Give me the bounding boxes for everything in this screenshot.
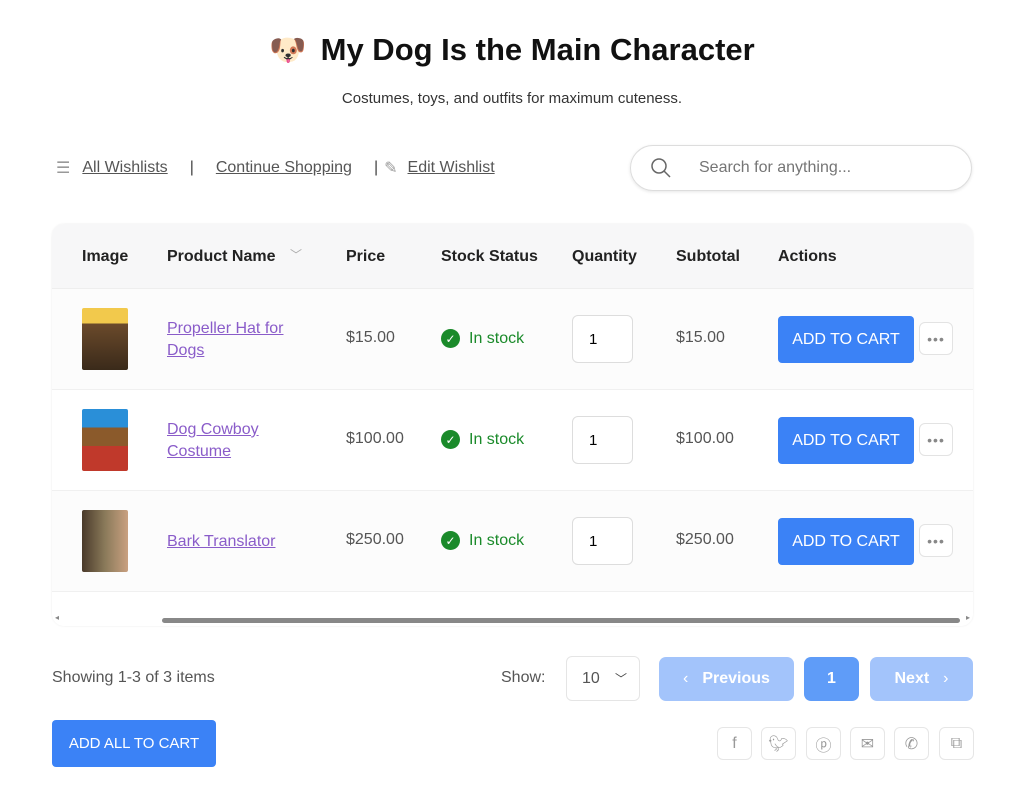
search-input[interactable] [699,159,939,177]
check-icon: ✓ [441,329,460,348]
search-box [630,145,972,191]
stock-status: ✓ In stock [441,430,524,449]
page-1-button[interactable]: 1 [804,657,859,701]
product-image[interactable] [82,409,128,471]
product-image[interactable] [82,510,128,572]
col-price: Price [346,248,386,265]
subtotal: $15.00 [676,329,725,346]
more-options-button[interactable]: ••• [919,322,953,355]
previous-button[interactable]: ‹ Previous [659,657,794,701]
check-icon: ✓ [441,531,460,550]
price: $15.00 [346,329,395,346]
scroll-left-icon[interactable]: ◂ [55,613,60,622]
stock-status: ✓ In stock [441,329,524,348]
pinterest-icon[interactable]: ⓟ [806,727,841,760]
col-image: Image [82,248,129,265]
subtotal: $250.00 [676,531,734,548]
stock-status: ✓ In stock [441,531,524,550]
add-to-cart-button[interactable]: ADD TO CART [778,316,914,363]
add-to-cart-button[interactable]: ADD TO CART [778,518,914,565]
chevron-left-icon: ‹ [683,670,689,687]
scrollbar-thumb[interactable] [162,618,960,623]
more-options-button[interactable]: ••• [919,423,953,456]
product-link[interactable]: Dog Cowboy Costume [167,421,259,460]
col-quantity: Quantity [572,248,637,265]
subtotal: $100.00 [676,430,734,447]
more-options-button[interactable]: ••• [919,524,953,557]
list-icon: ☰ [56,160,71,177]
quantity-input[interactable] [572,315,633,363]
add-all-to-cart-button[interactable]: ADD ALL TO CART [52,720,216,767]
divider: | [373,159,379,176]
col-actions: Actions [778,248,837,265]
wishlist-table: Image Product Name ﹀ Price Stock Status … [52,224,973,626]
table-row: Propeller Hat for Dogs $15.00 ✓ In stock … [52,289,973,390]
all-wishlists-link[interactable]: All Wishlists [82,159,168,176]
showing-count: Showing 1-3 of 3 items [52,669,215,686]
chevron-right-icon: › [943,670,949,687]
whatsapp-icon[interactable]: ✆ [894,727,929,760]
product-link[interactable]: Bark Translator [167,533,276,550]
dog-emoji-icon: 🐶 [269,34,307,67]
table-row: Dog Cowboy Costume $100.00 ✓In stock $10… [52,390,973,491]
copy-icon[interactable]: ⧉ [939,727,974,760]
price: $100.00 [346,430,404,447]
search-icon [651,158,671,178]
edit-wishlist-link[interactable]: Edit Wishlist [407,159,495,176]
chevron-down-icon: ﹀ [614,672,627,686]
edit-icon: ✎ [384,160,398,177]
wishlist-nav: ☰ All Wishlists | Continue Shopping | ✎ … [56,158,495,178]
col-stock: Stock Status [441,248,538,265]
col-subtotal: Subtotal [676,248,740,265]
quantity-input[interactable] [572,416,633,464]
next-button[interactable]: Next › [870,657,973,701]
per-page-select[interactable]: 10 ﹀ [566,656,640,701]
product-image[interactable] [82,308,128,370]
check-icon: ✓ [441,430,460,449]
horizontal-scrollbar[interactable]: ◂ ▸ [52,613,973,624]
email-icon[interactable]: ✉ [850,727,885,760]
scroll-right-icon[interactable]: ▸ [965,613,970,622]
continue-shopping-link[interactable]: Continue Shopping [215,159,352,176]
add-to-cart-button[interactable]: ADD TO CART [778,417,914,464]
col-product-name[interactable]: Product Name [167,248,276,265]
quantity-input[interactable] [572,517,633,565]
table-header: Image Product Name ﹀ Price Stock Status … [52,224,973,289]
product-link[interactable]: Propeller Hat for Dogs [167,320,284,359]
price: $250.00 [346,531,404,548]
page-title: 🐶 My Dog Is the Main Character [269,32,755,67]
show-label: Show: [501,669,546,686]
divider: | [189,159,194,176]
sort-chevron-icon[interactable]: ﹀ [290,248,303,262]
twitter-icon[interactable]: 🐦︎ [761,727,796,760]
table-row: Bark Translator $250.00 ✓In stock $250.0… [52,491,973,592]
facebook-icon[interactable]: f [717,727,752,760]
page-subtitle: Costumes, toys, and outfits for maximum … [341,90,683,107]
